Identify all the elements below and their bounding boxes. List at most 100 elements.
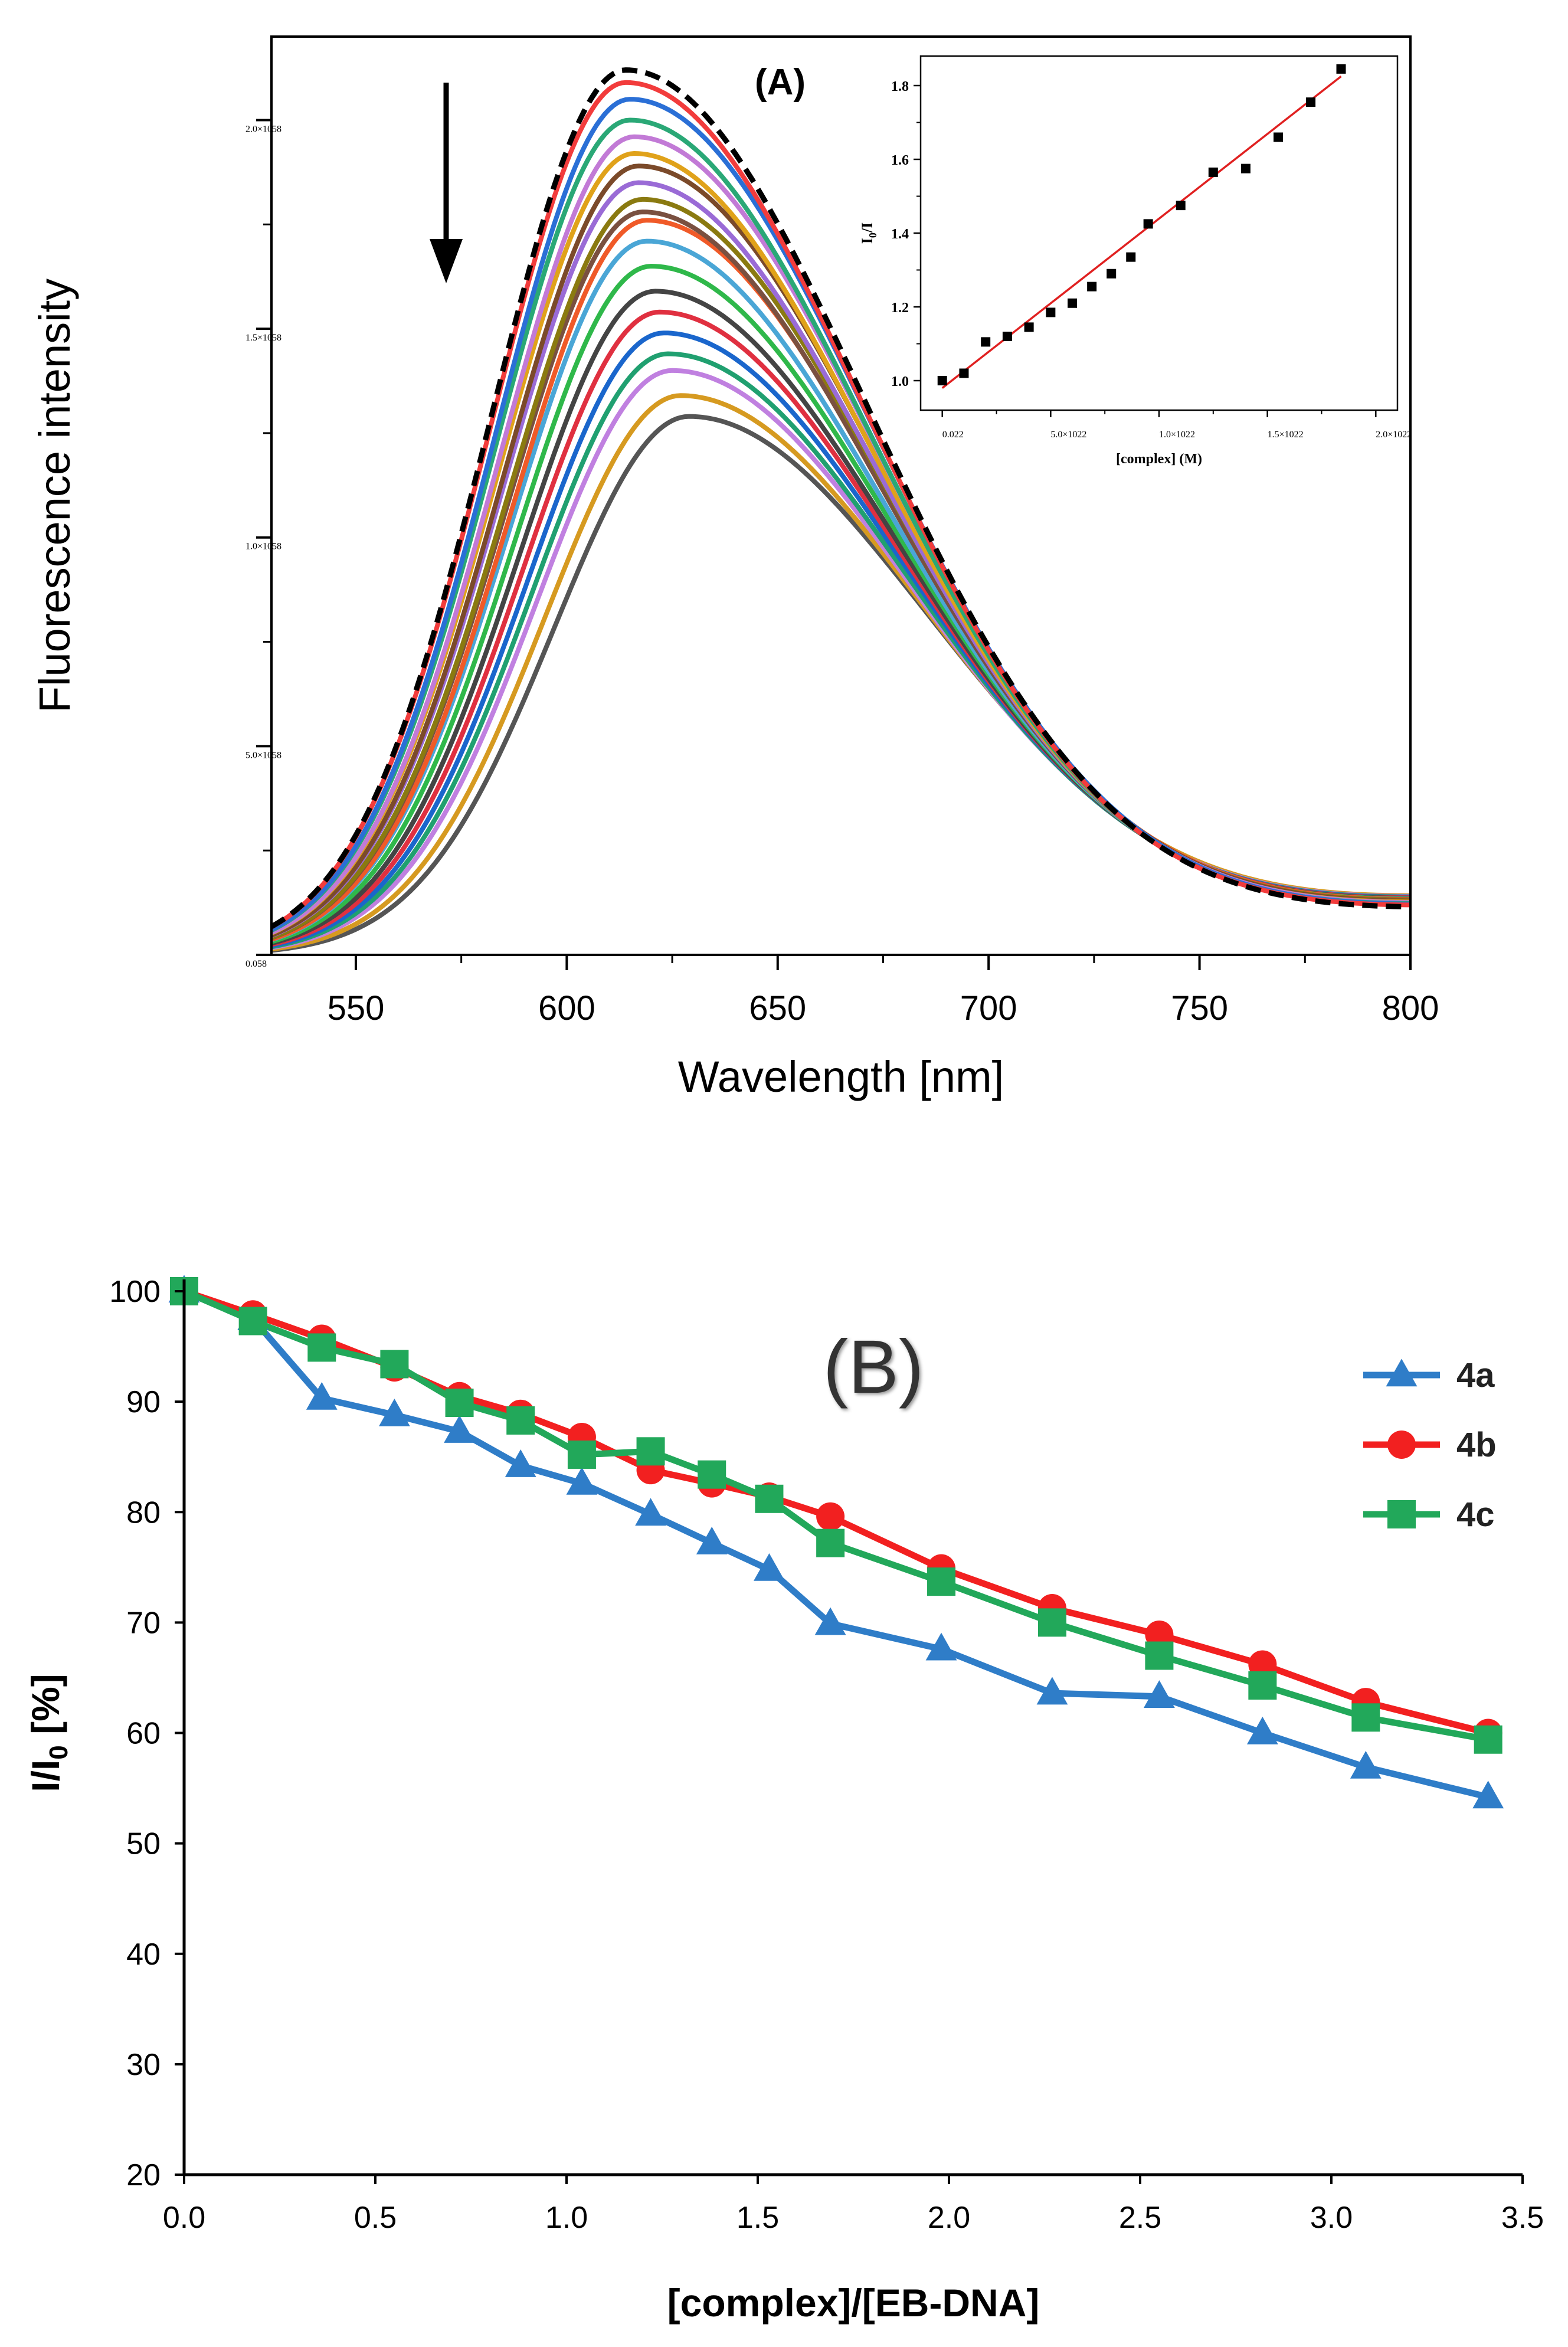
inset-data-points [937,64,1346,385]
a-x-tick-label: 750 [1171,989,1228,1027]
inset-point [1002,332,1012,341]
b-x-tick-label: 3.5 [1501,2201,1544,2235]
serif bold: 1.5×1022 [1268,430,1304,440]
serif bold-base: 0.0 [942,430,954,440]
data-point-4c [816,1528,845,1557]
b-x-tick-label: 2.0 [928,2201,970,2235]
b-x-tick-label: 1.5 [736,2201,779,2235]
sans: 0.058 [245,959,267,969]
b-legend: 4a 4b 4c [1363,1356,1497,1534]
sans-exp: 58 [272,124,281,134]
a-plot-frame [270,35,1412,956]
legend-label-4b: 4b [1456,1426,1497,1464]
b-y-tick-label: 50 [126,1827,161,1861]
b-y-tick-label: 60 [126,1717,161,1751]
a-inset-plot: 0.022 5.0×1022 1.0×1022 1.5×1022 2.0×10221.0… [859,55,1412,467]
data-point-4a [1472,1780,1504,1809]
inset-point [1126,252,1136,262]
b-y-tick-label: 20 [126,2158,161,2192]
data-point-4c [755,1484,784,1513]
sans: 5.0×1058 [245,750,281,760]
serif bold-exp: 22 [1186,430,1195,440]
inset-axis-ticks: 0.022 5.0×1022 1.0×1022 1.5×1022 2.0×10221.0… [891,79,1412,440]
b-y-tick-label: 30 [126,2048,161,2082]
a-x-tick-label: 650 [749,989,806,1027]
b-axes: 0.0 0.5 1.0 1.5 2.0 2.5 3.0 3.5 20 30 40 50 60 70 80 90… [109,1275,1544,2235]
inset-y-tick-label: 1.0 [891,374,909,389]
inset-y-tick-label: 1.6 [891,153,909,168]
data-point-4c [380,1350,409,1379]
sans-base: 2.0×10 [245,124,272,134]
inset-y-tick-label: 1.2 [891,300,909,316]
data-point-4b [816,1502,845,1531]
serif bold-exp: 22 [1077,430,1086,440]
inset-y-axis-title: I0/I [859,222,879,244]
inset-point [1024,322,1034,332]
a-spectra [270,67,1411,953]
sans: 2.0×1058 [245,124,281,134]
b-x-tick-label: 0.0 [163,2201,205,2235]
data-point-4a [635,1498,666,1526]
legend-marker-4c [1387,1500,1416,1528]
serif bold: 0.022 [942,430,964,440]
inset-ylabel-main: I [859,238,876,244]
inset-point [937,376,947,385]
serif bold: 2.0×1022 [1376,430,1412,440]
serif bold-exp: 22 [954,430,964,440]
inset-point [1107,269,1117,279]
sans: 1.0×1058 [245,542,281,552]
data-point-4a [925,1632,957,1661]
b-y-tick-label: 70 [126,1606,161,1640]
serif bold-base: 1.0×10 [1159,430,1186,440]
a-x-tick-label: 550 [328,989,385,1027]
data-point-4a [754,1553,785,1581]
a-decrease-arrow [430,83,463,283]
b-x-tick-label: 0.5 [354,2201,397,2235]
a-y-axis-title: Fluorescence intensity [30,279,79,713]
sans-exp: 58 [272,750,281,760]
sans-exp: 58 [272,542,281,552]
inset-ylabel-sub: 0 [867,233,879,238]
inset-point [1176,201,1186,211]
serif bold-exp: 22 [1402,430,1412,440]
data-point-4c [698,1460,726,1489]
sans-base: 5.0×10 [245,750,272,760]
a-x-tick-label: 800 [1382,989,1439,1027]
inset-point [1336,64,1346,74]
data-point-4a [1144,1680,1175,1708]
sans-exp: 58 [272,333,281,343]
inset-background [921,56,1397,410]
inset-x-axis-title: [complex] (M) [1116,451,1202,467]
inset-ylabel-rest: /I [859,222,876,233]
data-point-4c [307,1333,336,1362]
data-point-4c [1351,1703,1380,1732]
inset-point [981,337,991,347]
serif bold-base: 1.5×10 [1268,430,1294,440]
legend-label-4c: 4c [1456,1495,1495,1534]
inset-point [1087,281,1097,292]
b-x-tick-label: 3.0 [1310,2201,1353,2235]
sans: 1.5×1058 [245,333,281,343]
b-y-axis-title: I/I0 [%] [24,1674,73,1792]
inset-point [1306,97,1316,107]
arrow-head [430,239,463,283]
inset-point [1068,298,1078,308]
data-point-4c [1037,1608,1066,1637]
data-point-4a [814,1607,846,1635]
inset-point [959,368,969,378]
sans-base: 1.0×10 [245,542,272,552]
b-y-tick-label: 90 [126,1385,161,1419]
a-x-tick-label: 700 [960,989,1017,1027]
b-x-axis-title: [complex]/[EB-DNA] [667,2281,1040,2325]
data-point-4c [238,1307,267,1335]
spectrum-curve [271,393,1410,952]
data-point-4c [927,1567,956,1596]
spectrum-curve [270,80,1410,929]
data-point-4c [1248,1671,1277,1700]
b-series-lines [168,1275,1504,1809]
inset-y-tick-label: 1.4 [891,227,909,242]
serif bold: 5.0×1022 [1050,430,1086,440]
data-point-4a [505,1449,536,1477]
legend-marker-4a [1386,1359,1418,1387]
